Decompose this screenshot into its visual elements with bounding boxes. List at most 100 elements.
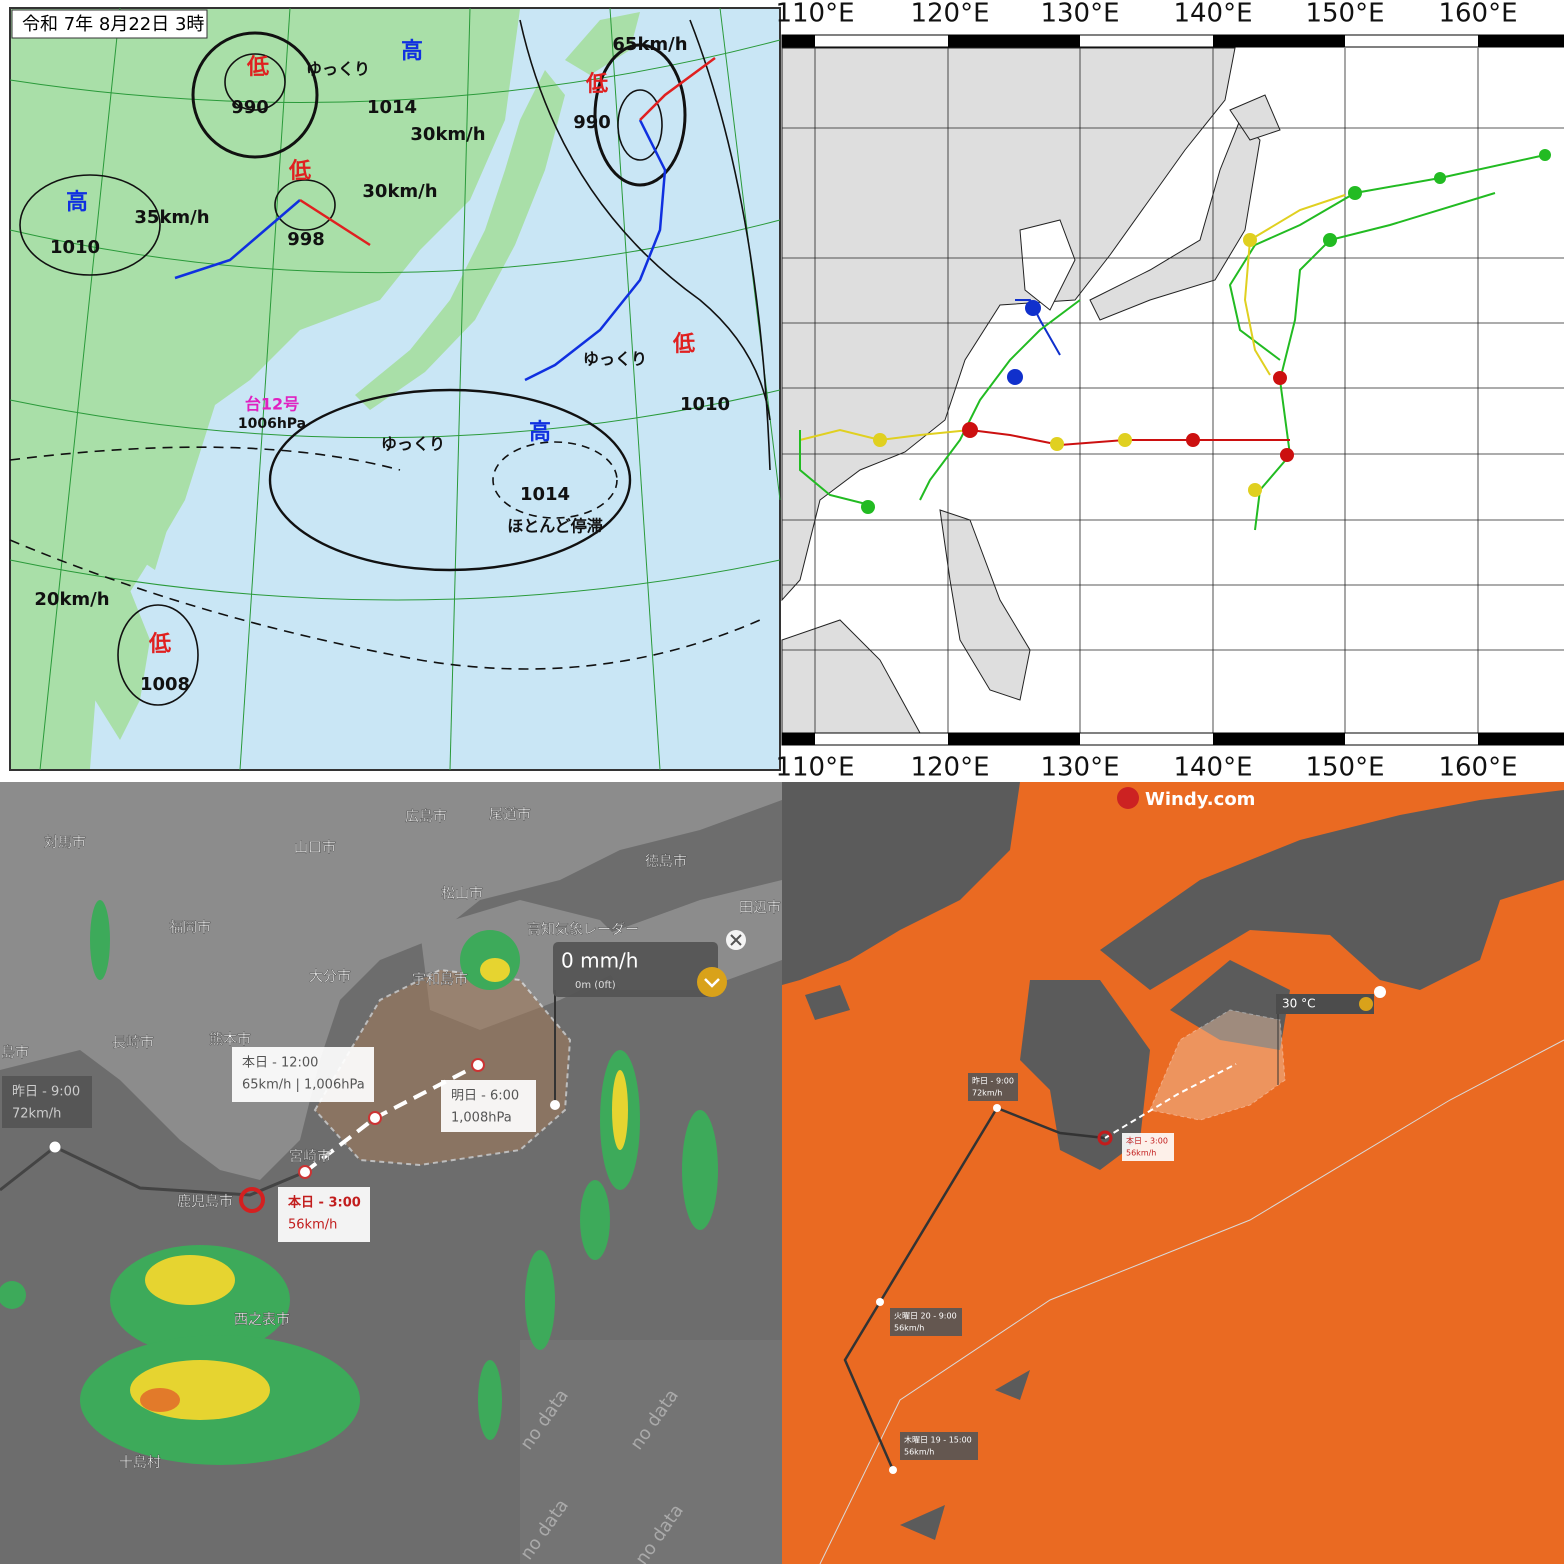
philippines-land [939, 509, 1031, 701]
temperature: 30 °C [1282, 997, 1315, 1011]
lon-label: 130°E [1040, 0, 1119, 29]
track-map-panel [781, 0, 1564, 782]
place-label: 松山市 [441, 886, 483, 902]
japan-land [1089, 119, 1261, 321]
radar-land [0, 782, 782, 1180]
shikoku-land [1170, 960, 1290, 1050]
popup-detail: 56km/h [288, 1218, 337, 1233]
expand-button[interactable] [697, 967, 727, 997]
asia-land [781, 47, 1236, 602]
place-label: 福岡市 [169, 920, 211, 936]
weather-label: 低 [585, 72, 608, 97]
continent [11, 9, 520, 769]
weather-label: 1010 [680, 394, 730, 415]
windy-logo [1117, 787, 1139, 809]
elevation: 0m (0ft) [575, 980, 616, 991]
popup-detail: 65km/h | 1,006hPa [242, 1078, 365, 1093]
past-track [0, 1145, 306, 1197]
lon-label: 140°E [1173, 0, 1252, 29]
lon-label: 160°E [1438, 0, 1517, 29]
weather-label: ほとんど停滞 [507, 517, 603, 536]
place-label: 熊本市 [209, 1032, 251, 1048]
rain-rate: 0 mm/h [561, 949, 638, 973]
typhoon-icon [239, 1187, 265, 1213]
popup-detail: 72km/h [12, 1107, 61, 1122]
weather-label: 高 [66, 189, 88, 215]
rain-echoes [0, 900, 718, 1465]
hokkaido [565, 12, 640, 75]
other-track [819, 1039, 1564, 1564]
cold-front [174, 199, 301, 280]
lon-label: 120°E [910, 753, 989, 783]
temp-box [1276, 994, 1374, 1014]
popup-time: 火曜日 20 - 9:00 [894, 1312, 957, 1321]
probe-point [550, 1100, 560, 1110]
place-label: 対馬市 [44, 835, 86, 851]
popup-box [968, 1073, 1018, 1101]
popup-box [278, 1187, 370, 1242]
popup-box [441, 1080, 536, 1132]
place-label: 尾道市 [489, 807, 531, 823]
windy-forecast [1104, 1063, 1237, 1139]
weather-label: 低 [148, 632, 171, 657]
weather-label: 30km/h [362, 181, 437, 202]
place-label: 宇和島市 [412, 972, 468, 988]
track-point [993, 1104, 1001, 1112]
weather-label: 20km/h [34, 589, 109, 610]
popup-detail: 1,008hPa [451, 1111, 512, 1126]
popup-detail: 56km/h [1126, 1149, 1156, 1158]
place-label: 高知気象レーダー [527, 921, 639, 938]
close-button[interactable] [1374, 986, 1386, 998]
windy-cone [1149, 1009, 1286, 1121]
expand-button[interactable] [1359, 997, 1373, 1011]
popup-time: 本日 - 3:00 [1126, 1136, 1168, 1146]
korea-outline [1019, 219, 1076, 311]
lon-label: 150°E [1305, 753, 1384, 783]
track-point [889, 1466, 897, 1474]
place-label: 西之表市 [234, 1312, 290, 1328]
radar-panel [0, 782, 782, 1564]
place-label: 島市 [1, 1045, 29, 1061]
info-box [553, 942, 718, 997]
weather-label: 低 [288, 159, 311, 184]
track-point [298, 1165, 312, 1179]
lon-label: 110°E [775, 753, 854, 783]
popup-box [900, 1432, 978, 1460]
close-button[interactable] [726, 930, 746, 950]
weather-label: 高 [401, 38, 423, 64]
lon-label: 120°E [910, 0, 989, 29]
weather-label: 990 [573, 112, 611, 133]
grid [782, 48, 1564, 733]
weather-label: 65km/h [612, 34, 687, 55]
popup-time: 本日 - 12:00 [242, 1056, 318, 1071]
lon-label: 110°E [775, 0, 854, 29]
track-point [876, 1298, 884, 1306]
chart-date: 令和 7年 8月22日 3時 [22, 14, 204, 35]
weather-label: ゆっくり [381, 435, 445, 454]
place-label: 鹿児島市 [177, 1194, 233, 1210]
honshu-land [1100, 790, 1564, 990]
jeju-land [805, 985, 850, 1020]
lon-label: 160°E [1438, 753, 1517, 783]
place-label: 大分市 [309, 969, 351, 985]
weather-label: 1014 [367, 97, 417, 118]
place-label: 長崎市 [112, 1035, 154, 1051]
borneo-land [781, 619, 921, 734]
weather-label: 低 [246, 55, 269, 80]
place-label: 十島村 [119, 1455, 161, 1471]
place-label: 広島市 [405, 809, 447, 825]
place-label: 山口市 [294, 840, 336, 856]
popup-time: 木曜日 19 - 15:00 [904, 1435, 972, 1445]
track-point [48, 1140, 62, 1154]
islands [900, 1370, 1030, 1540]
weather-chart-panel: 令和 7年 8月22日 3時 [9, 7, 781, 771]
popup-time: 昨日 - 9:00 [972, 1076, 1014, 1086]
hokkaido-land [1229, 94, 1281, 141]
place-label: 徳島市 [645, 854, 687, 870]
korea-land [782, 782, 1020, 985]
track-point [368, 1111, 382, 1125]
weather-label: ゆっくり [583, 350, 647, 369]
weather-label: 990 [231, 97, 269, 118]
lon-label: 140°E [1173, 753, 1252, 783]
